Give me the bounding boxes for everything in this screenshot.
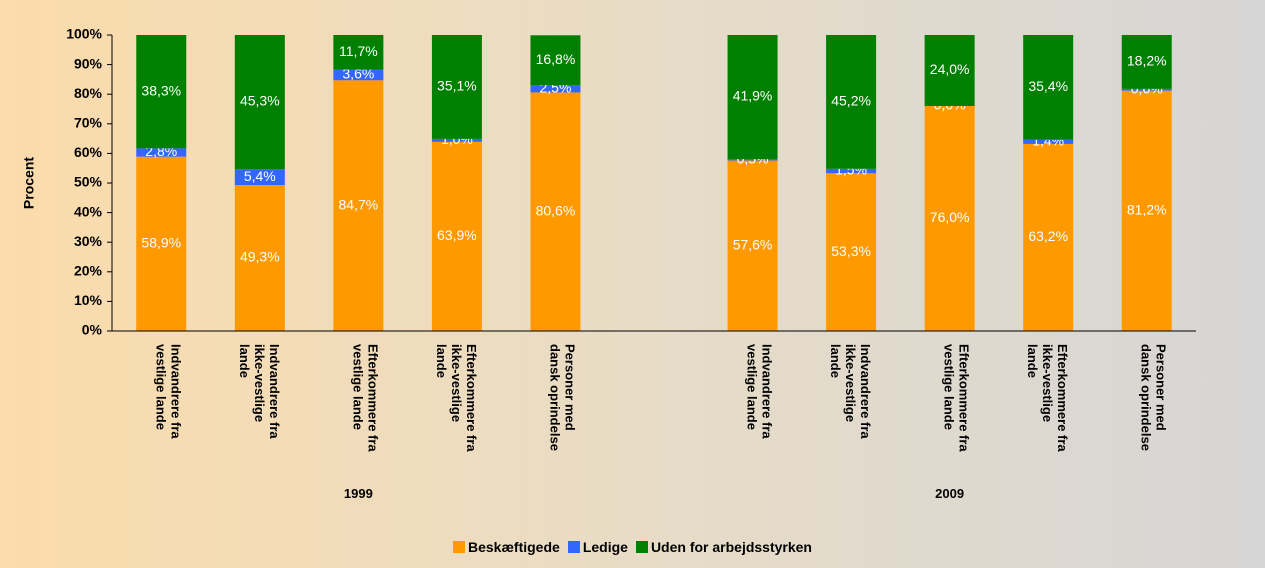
- bar-segment: [1121, 35, 1172, 89]
- value-label: 5,4%: [244, 168, 276, 184]
- y-tick-label: 30%: [74, 233, 103, 249]
- bar-segment: [1121, 90, 1172, 331]
- legend-label: Beskæftigede: [468, 539, 560, 555]
- value-label: 80,6%: [536, 202, 576, 218]
- y-tick-label: 90%: [74, 55, 103, 71]
- legend-item: Beskæftigede: [453, 539, 560, 555]
- bar-segment: [924, 35, 975, 107]
- y-tick-label: 0%: [82, 322, 103, 338]
- bar-segment: [136, 35, 187, 149]
- y-tick-label: 80%: [74, 85, 103, 101]
- value-label: 57,6%: [733, 236, 773, 252]
- bar-segment: [826, 173, 877, 331]
- value-label: 81,2%: [1127, 202, 1167, 218]
- value-label: 41,9%: [733, 88, 773, 104]
- x-tick-label: Indvandrere fra ikke-vestlige lande: [828, 344, 874, 439]
- value-label: 76,0%: [930, 209, 970, 225]
- x-tick-label: Efterkommere fra ikke-vestlige lande: [433, 344, 479, 452]
- legend-swatch: [453, 541, 465, 553]
- y-axis-label: Procent: [21, 157, 37, 209]
- bar-segment: [333, 69, 384, 81]
- value-label: 63,2%: [1028, 228, 1068, 244]
- value-label: 11,7%: [339, 43, 378, 59]
- bar-segment: [431, 138, 482, 142]
- bar-segment: [1023, 143, 1074, 331]
- bar-segment: [826, 168, 877, 174]
- value-label: 63,9%: [437, 227, 477, 243]
- y-tick-label: 100%: [66, 26, 102, 42]
- value-label: 49,3%: [240, 249, 280, 265]
- x-tick-label: Indvandrere fra vestlige lande: [744, 344, 775, 439]
- value-label: 45,2%: [831, 93, 871, 109]
- value-label: 84,7%: [339, 196, 379, 212]
- value-label: 18,2%: [1127, 53, 1167, 69]
- bar-segment: [234, 35, 285, 170]
- bar-segment: [333, 35, 384, 70]
- group-label: 2009: [935, 486, 965, 501]
- group-label: 1999: [343, 486, 373, 501]
- bar-segment: [234, 185, 285, 331]
- value-label: 35,1%: [437, 78, 477, 94]
- x-tick-label: Efterkommere fra vestlige lande: [941, 344, 972, 452]
- x-tick-label: Efterkommere fra ikke-vestlige lande: [1025, 344, 1071, 452]
- legend: Beskæftigede Ledige Uden for arbejdsstyrke…: [0, 539, 1265, 555]
- bar-segment: [234, 169, 285, 186]
- bar-segment: [136, 148, 187, 157]
- x-tick-label: Personer med dansk oprindelse: [1138, 344, 1169, 451]
- bar-segment: [727, 35, 778, 160]
- bar-segment: [924, 106, 975, 331]
- legend-item: Uden for arbejdsstyrken: [635, 539, 812, 555]
- legend-swatch: [567, 541, 580, 553]
- bar-segment: [530, 85, 581, 93]
- value-label: 35,4%: [1028, 78, 1068, 94]
- x-tick-label: Indvandrere fra ikke-vestlige lande: [236, 344, 282, 439]
- x-tick-label: Indvandrere fra vestlige lande: [153, 344, 184, 439]
- bar-segment: [1121, 88, 1172, 91]
- value-label: 58,9%: [141, 235, 181, 251]
- bar-segment: [1023, 139, 1074, 144]
- legend-label: Ledige: [582, 539, 628, 555]
- y-tick-label: 60%: [74, 144, 103, 160]
- y-tick-label: 70%: [74, 115, 103, 131]
- bar-segment: [431, 35, 482, 139]
- y-tick-label: 10%: [74, 292, 103, 308]
- legend-item: Ledige: [567, 539, 628, 555]
- value-label: 45,3%: [240, 93, 280, 109]
- bar-segment: [431, 141, 482, 331]
- bar-segment: [727, 160, 778, 331]
- bar-segment: [727, 159, 778, 161]
- bar-segment: [530, 92, 581, 331]
- bar-segment: [1023, 35, 1074, 140]
- value-label: 38,3%: [141, 82, 181, 98]
- value-label: 16,8%: [536, 51, 576, 67]
- y-tick-label: 40%: [74, 203, 103, 219]
- bar-segment: [136, 156, 187, 331]
- value-label: 3,6%: [342, 66, 374, 82]
- x-tick-label: Efterkommere fra vestlige lande: [350, 344, 381, 452]
- legend-label: Uden for arbejdsstyrken: [650, 539, 812, 555]
- value-label: 24,0%: [930, 61, 970, 77]
- value-label: 53,3%: [831, 243, 871, 259]
- y-tick-label: 20%: [74, 263, 103, 279]
- bar-segment: [530, 35, 581, 86]
- y-tick-label: 50%: [74, 174, 103, 190]
- x-tick-label: Personer med dansk oprindelse: [547, 344, 578, 451]
- legend-swatch: [635, 541, 648, 553]
- bar-segment: [826, 35, 877, 169]
- bar-segment: [333, 80, 384, 332]
